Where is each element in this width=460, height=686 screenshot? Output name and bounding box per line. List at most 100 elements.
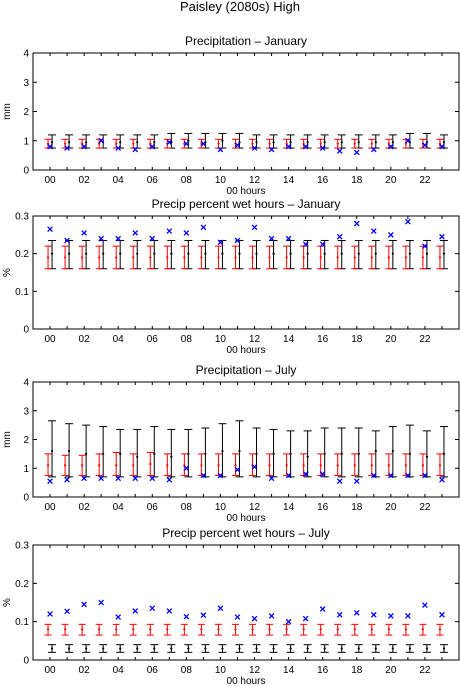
control-errorbar-median	[200, 464, 203, 467]
control-errorbar-median	[183, 628, 186, 631]
scenario-errorbar-median	[136, 647, 139, 650]
x-tick-label: 22	[419, 665, 431, 676]
observed-marker	[217, 605, 224, 612]
control-errorbar-median	[387, 142, 390, 145]
observed-marker	[200, 472, 207, 479]
observed-marker	[370, 146, 377, 153]
control-errorbar-median	[132, 464, 135, 467]
x-tick-label: 16	[317, 665, 329, 676]
observed-marker-stroke	[422, 472, 428, 479]
y-tick-label: 0	[23, 166, 29, 177]
observed-marker	[64, 608, 70, 615]
observed-marker-stroke	[115, 475, 122, 482]
y-axis-label: %	[2, 598, 13, 607]
control-errorbar-median	[200, 628, 203, 631]
observed-marker-stroke	[405, 613, 411, 619]
control-errorbar-median	[404, 628, 407, 631]
scenario-errorbar-median	[136, 141, 139, 144]
scenario-errorbar-median	[85, 647, 88, 650]
control-errorbar-median	[149, 256, 152, 259]
control-errorbar-median	[421, 628, 425, 631]
scenario-errorbar-median	[221, 647, 224, 650]
observed-marker	[268, 475, 275, 482]
x-axis-label: 00 hours	[227, 186, 266, 197]
x-tick-label: 02	[79, 665, 91, 676]
observed-marker-stroke	[200, 224, 207, 231]
scenario-errorbar-median	[340, 252, 343, 255]
observed-marker-stroke	[302, 615, 309, 622]
observed-marker-stroke	[387, 472, 394, 479]
observed-marker-stroke	[251, 463, 258, 470]
control-errorbar-median	[166, 464, 169, 467]
observed-marker-stroke	[387, 231, 394, 238]
observed-marker-stroke	[47, 478, 53, 485]
observed-marker-stroke	[115, 235, 122, 242]
observed-marker	[319, 606, 326, 612]
observed-marker	[81, 143, 87, 150]
scenario-errorbar-median	[425, 252, 429, 255]
control-errorbar-median	[404, 256, 407, 259]
observed-marker	[422, 602, 428, 609]
scenario-errorbar-median	[255, 452, 258, 455]
x-tick-label: 02	[79, 334, 91, 345]
observed-marker-stroke	[370, 611, 377, 618]
x-tick-label: 12	[249, 175, 261, 186]
x-tick-label: 12	[249, 334, 261, 345]
scenario-errorbar-median	[67, 252, 71, 255]
scenario-errorbar-median	[357, 647, 360, 650]
scenario-errorbar-median	[425, 647, 429, 650]
observed-marker	[285, 472, 292, 479]
scenario-errorbar-median	[306, 455, 309, 458]
scenario-errorbar-median	[204, 252, 207, 255]
observed-marker-stroke	[353, 478, 360, 485]
observed-marker-stroke	[319, 241, 326, 248]
panel-4: Precip percent wet hours – July 0 0.1 0.2 0.…	[2, 526, 460, 686]
control-errorbar-median	[302, 628, 305, 631]
scenario-errorbar-median	[425, 141, 429, 144]
control-errorbar-median	[63, 142, 67, 145]
observed-marker-stroke	[217, 146, 224, 153]
observed-marker	[47, 478, 53, 485]
observed-marker	[234, 614, 241, 620]
scenario-errorbar-median	[374, 449, 377, 453]
control-errorbar-median	[63, 628, 67, 631]
observed-marker-stroke	[285, 143, 292, 150]
y-tick-label: 0.2	[15, 249, 29, 260]
observed-marker	[200, 140, 207, 147]
scenario-errorbar-median	[391, 647, 394, 650]
observed-marker-stroke	[132, 475, 139, 482]
scenario-errorbar-median	[391, 252, 394, 255]
panel-title: Precipitation – July	[196, 363, 297, 377]
observed-marker-stroke	[149, 143, 156, 150]
observed-marker	[387, 472, 394, 479]
control-errorbar-median	[336, 628, 339, 631]
x-tick-label: 06	[147, 175, 159, 186]
scenario-errorbar-median	[323, 141, 326, 144]
observed-marker-stroke	[132, 230, 139, 236]
control-errorbar-median	[115, 142, 118, 145]
scenario-errorbar-median	[85, 141, 88, 144]
observed-marker	[285, 618, 292, 625]
observed-marker	[353, 220, 360, 227]
observed-marker	[370, 472, 377, 479]
observed-marker	[234, 466, 241, 473]
control-errorbar-median	[98, 628, 101, 631]
scenario-errorbar-median	[289, 252, 292, 255]
scenario-errorbar-median	[442, 252, 446, 255]
control-errorbar-median	[387, 464, 390, 467]
scenario-errorbar-median	[50, 449, 54, 453]
y-tick-label: 3	[23, 78, 29, 89]
control-errorbar-median	[251, 628, 254, 631]
panel-title: Precip percent wet hours – July	[162, 526, 329, 540]
x-tick-label: 18	[351, 334, 363, 345]
x-axis-label: 00 hours	[227, 513, 266, 524]
control-errorbar-median	[353, 628, 356, 631]
observed-marker-stroke	[422, 243, 428, 249]
observed-marker	[166, 139, 173, 146]
observed-marker-stroke	[200, 612, 207, 619]
observed-marker-stroke	[149, 475, 156, 482]
y-tick-label: 2	[23, 107, 29, 118]
observed-marker	[81, 230, 87, 236]
